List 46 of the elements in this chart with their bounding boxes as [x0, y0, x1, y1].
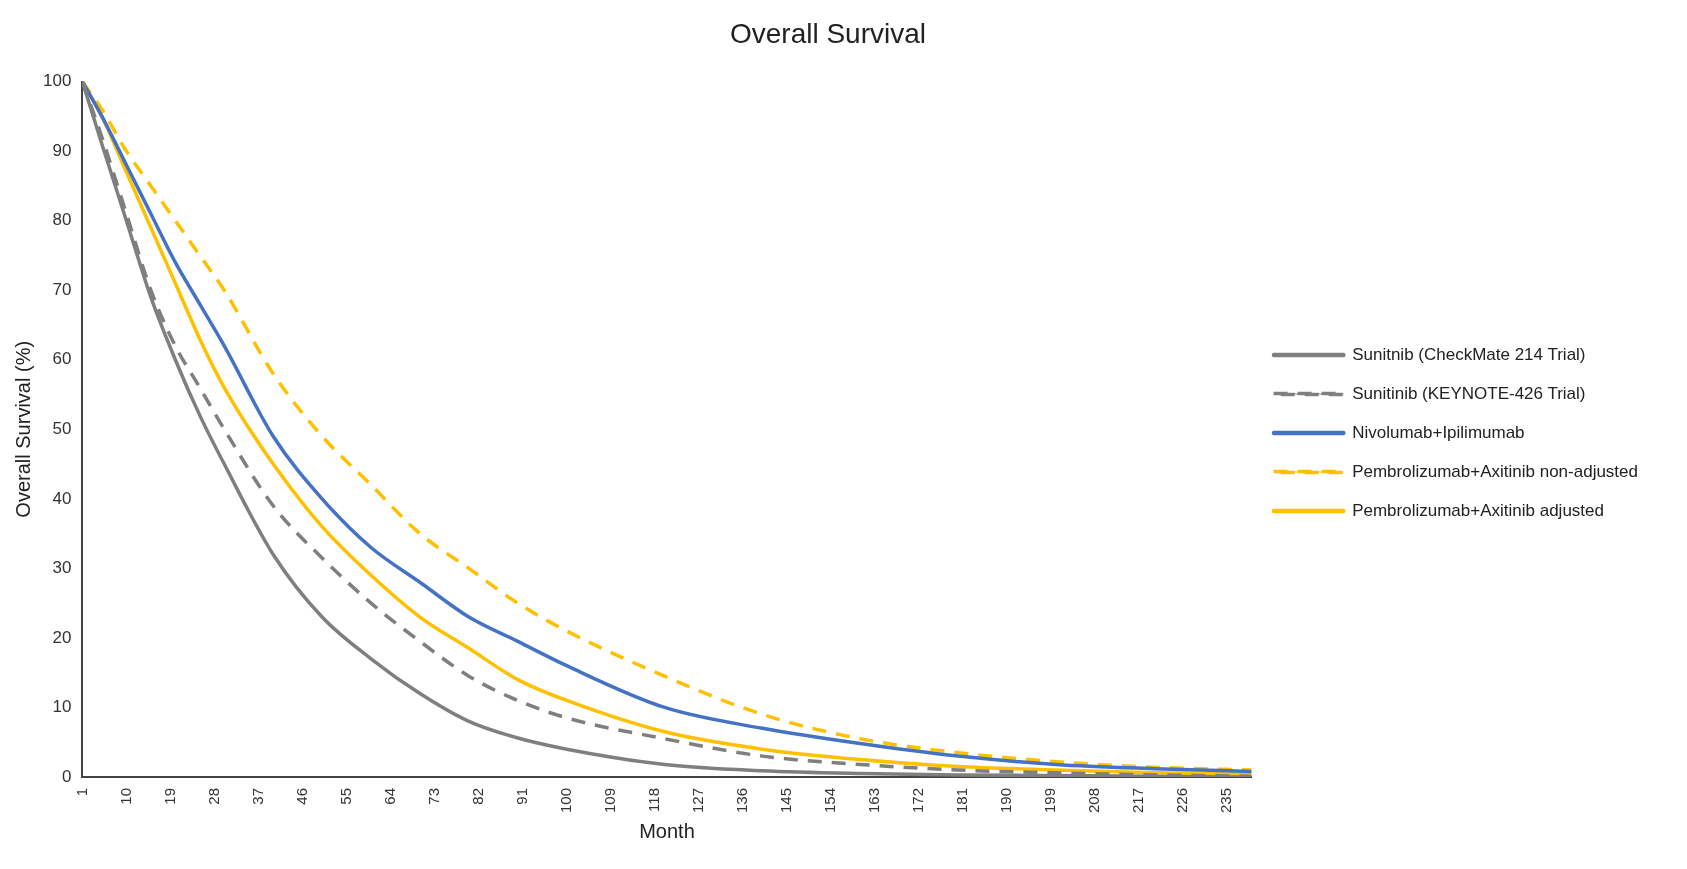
x-tick-label: 163 — [865, 787, 883, 813]
x-tick-label: 226 — [1173, 787, 1191, 813]
x-tick-label: 217 — [1129, 787, 1147, 813]
x-tick-label: 64 — [380, 787, 398, 805]
y-tick-label: 30 — [52, 558, 72, 578]
chart-title: Overall Survival — [729, 17, 927, 49]
x-tick-label: 181 — [953, 787, 971, 813]
y-axis-title: Overall Survival (%) — [11, 340, 34, 518]
y-tick-label: 80 — [52, 210, 72, 230]
y-tick-label: 50 — [52, 418, 72, 438]
y-tick-label: 100 — [42, 71, 72, 91]
x-tick-label: 37 — [248, 787, 266, 805]
x-tick-label: 55 — [336, 787, 354, 805]
legend-label: Sunitinib (KEYNOTE-426 Trial) — [1352, 383, 1586, 403]
x-tick-label: 199 — [1041, 787, 1059, 813]
x-tick-label: 136 — [732, 787, 750, 813]
x-tick-label: 172 — [909, 787, 927, 813]
legend-label: Pembrolizumab+Axitinib non-adjusted — [1352, 461, 1639, 481]
x-tick-label: 19 — [160, 787, 178, 805]
x-tick-label: 46 — [292, 787, 310, 805]
y-tick-label: 0 — [61, 766, 72, 786]
y-tick-label: 10 — [52, 697, 72, 717]
y-tick-label: 40 — [52, 488, 72, 508]
legend-label: Nivolumab+Ipilimumab — [1352, 422, 1525, 442]
x-tick-label: 1 — [72, 787, 90, 797]
x-tick-label: 127 — [688, 787, 706, 813]
x-tick-label: 28 — [204, 787, 222, 805]
x-tick-label: 109 — [600, 787, 618, 813]
x-tick-label: 91 — [512, 787, 530, 805]
x-tick-label: 154 — [821, 787, 839, 813]
x-tick-label: 10 — [116, 787, 134, 805]
x-tick-label: 235 — [1217, 787, 1235, 813]
x-tick-label: 208 — [1085, 787, 1103, 813]
x-tick-label: 190 — [997, 787, 1015, 813]
x-tick-label: 82 — [468, 787, 486, 805]
x-tick-label: 118 — [644, 787, 662, 812]
x-axis-title: Month — [639, 819, 695, 842]
x-tick-label: 145 — [777, 787, 795, 813]
x-tick-label: 100 — [556, 787, 574, 813]
legend-label: Sunitnib (CheckMate 214 Trial) — [1352, 344, 1586, 364]
y-tick-label: 20 — [52, 627, 72, 647]
legend-label: Pembrolizumab+Axitinib adjusted — [1352, 500, 1604, 520]
y-tick-label: 70 — [52, 279, 72, 299]
x-tick-label: 73 — [424, 787, 442, 805]
y-tick-label: 90 — [52, 140, 72, 160]
y-tick-label: 60 — [52, 349, 72, 369]
